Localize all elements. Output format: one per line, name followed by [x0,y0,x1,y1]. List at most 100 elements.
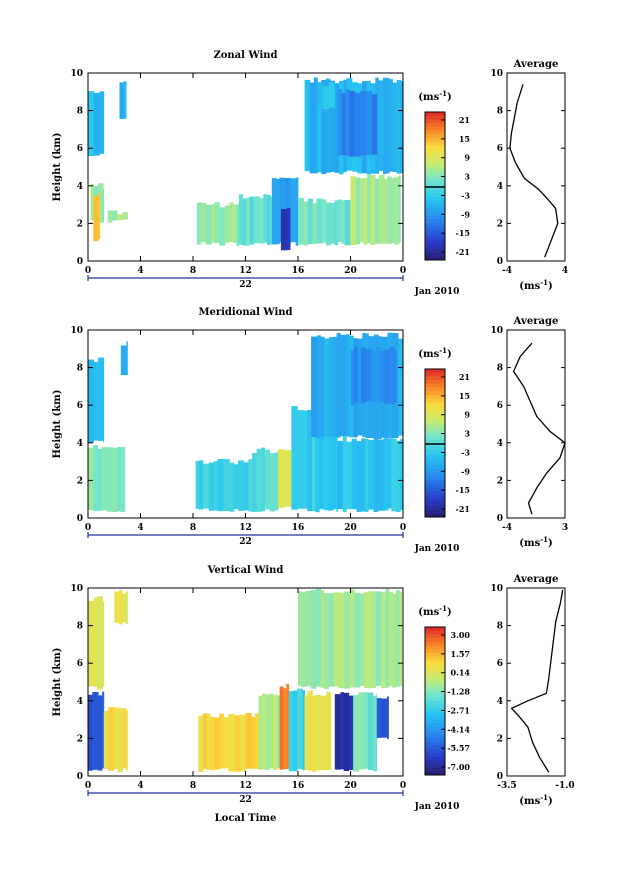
heatmap-cell [359,593,365,686]
colorbar-segment [425,509,445,514]
heatmap-cell [98,183,104,223]
x-tick-label: 12 [239,266,252,276]
average-y-tick-label: 8 [497,107,503,117]
heatmap-cell [287,450,292,507]
heatmap-cell [252,453,257,512]
colorbar-segment [425,678,445,683]
colorbar-segment [425,178,445,183]
average-x-tick-label: 4 [562,266,568,276]
heatmap-cell [396,440,401,513]
heatmap-cell [334,83,340,173]
heatmap-cell [353,695,359,772]
colorbar-segment [425,505,445,510]
heatmap-cell [264,449,270,510]
heatmap-cell [341,200,345,244]
colorbar-tick-label: -21 [456,504,470,514]
heatmap-cell [113,707,119,770]
heatmap-cell [375,346,381,404]
colorbar-segment [425,252,445,257]
heatmap-cell [126,709,128,771]
heatmap-cell [233,464,239,510]
heatmap-cell [341,93,347,155]
heatmap-cell [336,406,338,512]
heatmap-cell [103,711,109,769]
heatmap-cell [101,447,108,511]
heatmap-cell [394,350,397,403]
heatmap-cell [206,713,211,770]
colorbar-segment [425,417,445,422]
x-tick-label: 8 [190,266,196,276]
colorbar-segment [425,476,445,481]
heatmap-cell [277,450,279,509]
heatmap-cell [327,411,334,511]
heatmap-cell [355,177,361,245]
colorbar-tick-label: -1.28 [447,687,470,697]
colorbar-segment [425,689,445,694]
heatmap-cell [348,695,354,770]
colorbar-segment [425,219,445,224]
heatmap-cell [389,346,396,405]
heatmap-cell [356,441,362,512]
average-y-tick-label: 10 [490,584,503,594]
heatmap-cell [343,692,350,772]
x-tick-label: 16 [292,266,305,276]
colorbar-segment [425,141,445,146]
heatmap-cell [334,694,341,770]
y-tick-label: 0 [77,514,83,524]
heatmap-cell [373,436,379,513]
colorbar-segment [425,483,445,488]
average-y-tick-label: 2 [497,734,503,744]
colorbar-segment [425,741,445,746]
colorbar-tick-label: -7.00 [447,762,470,772]
heatmap-cell [324,338,330,437]
heatmap-cell [312,695,317,772]
y-tick-label: 8 [77,622,83,632]
heatmap-cell [123,81,127,119]
heatmap-cell [330,202,335,244]
heatmap-cell [389,79,393,172]
heatmap-cell [102,691,105,769]
heatmap-cell [267,194,271,245]
colorbar-segment [425,450,445,455]
colorbar-segment [425,649,445,654]
colorbar-segment [425,208,445,213]
colorbar-segment [425,160,445,165]
heatmap-cell [265,694,270,771]
heatmap-cell [298,197,304,245]
x-tick-label: 0 [400,523,406,533]
colorbar-segment [425,174,445,179]
colorbar-segment [425,119,445,124]
heatmap-cell [340,692,345,770]
colorbar-segment [425,398,445,403]
average-x-label: (ms-1) [519,793,552,807]
heatmap-cell [242,198,247,246]
colorbar-segment [425,693,445,698]
heatmap-cell [316,588,321,687]
colorbar-segment [425,480,445,484]
colorbar-segment [425,760,445,765]
average-y-tick-label: 6 [497,401,503,411]
heatmap-cell [114,591,120,623]
x-tick-label: 12 [239,523,252,533]
heatmap-cell [387,176,392,244]
y-tick-label: 2 [77,476,83,486]
colorbar-segment [425,152,445,157]
day-label: 22 [239,537,252,547]
x-tick-label: 4 [137,523,143,533]
colorbar-tick-label: -9 [461,209,470,219]
heatmap-cell [325,78,331,173]
heatmap-cell [102,601,105,687]
heatmap-cell [245,713,252,769]
heatmap-cell [269,693,274,769]
colorbar-segment [425,126,445,131]
heatmap-cell [351,438,357,510]
heatmap-cell [270,196,273,245]
colorbar-segment [425,215,445,220]
heatmap-cell [203,713,208,769]
heatmap-cell [333,336,338,436]
colorbar-tick-label: 3 [464,172,470,182]
heatmap-cell [286,683,290,769]
heatmap-cell [332,83,336,109]
average-y-tick-label: 6 [497,144,503,154]
y-tick-label: 0 [77,772,83,782]
